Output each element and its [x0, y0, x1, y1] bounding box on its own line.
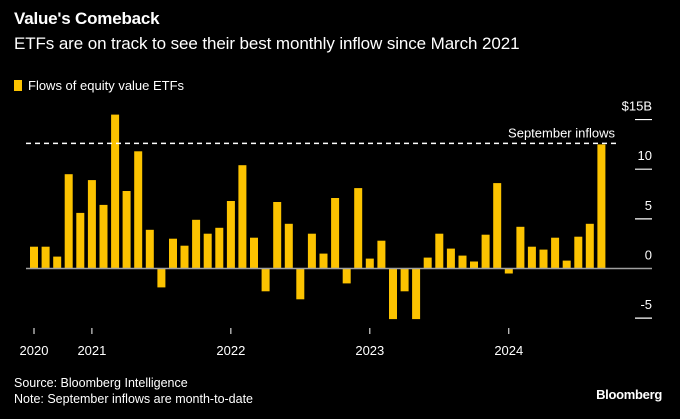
- bar-nov-2023: [481, 234, 490, 269]
- bar-apr-2023: [400, 268, 409, 292]
- source-text: Source: Bloomberg Intelligence: [14, 376, 188, 390]
- bar-may-2023: [412, 268, 421, 320]
- bar-jan-2021: [87, 180, 96, 269]
- x-tick-label: 2022: [216, 343, 245, 358]
- chart-subtitle: ETFs are on track to see their best mont…: [14, 34, 520, 53]
- chart-title: Value's Comeback: [14, 9, 160, 28]
- bar-jul-2023: [435, 233, 444, 269]
- bar-sep-2023: [458, 255, 467, 269]
- bar-jun-2023: [423, 257, 432, 269]
- bar-mar-2021: [111, 114, 120, 269]
- bar-jul-2024: [574, 236, 583, 269]
- source-notes: Source: Bloomberg Intelligence Note: Sep…: [14, 375, 253, 407]
- bar-apr-2024: [539, 249, 548, 269]
- x-tick-label: 2021: [77, 343, 106, 358]
- bar-aug-2023: [446, 248, 455, 269]
- y-tick-label: 5: [645, 198, 652, 213]
- bar-feb-2023: [377, 240, 386, 269]
- bar-oct-2020: [53, 256, 62, 269]
- bar-may-2021: [134, 151, 143, 269]
- bar-dec-2020: [76, 212, 85, 269]
- y-tick-label: 10: [638, 148, 652, 163]
- bar-sep-2024: [597, 144, 606, 269]
- bar-aug-2021: [169, 238, 177, 269]
- bar-dec-2022: [354, 188, 363, 269]
- bar-feb-2024: [516, 226, 525, 269]
- bar-jan-2024: [504, 268, 513, 274]
- bar-may-2024: [551, 237, 560, 269]
- bar-mar-2022: [250, 237, 258, 269]
- bar-dec-2021: [215, 227, 224, 269]
- bar-jul-2022: [296, 268, 305, 300]
- x-axis: 2020 2021 2022 2023 2024: [20, 328, 523, 358]
- bar-jan-2023: [365, 258, 374, 269]
- bar-nov-2020: [64, 174, 73, 269]
- bar-jul-2021: [157, 268, 166, 288]
- y-tick-label: 0: [645, 248, 652, 263]
- legend: Flows of equity value ETFs: [14, 78, 184, 93]
- legend-label: Flows of equity value ETFs: [28, 78, 185, 93]
- bars-group: [30, 114, 606, 320]
- y-tick-label: $15B: [622, 99, 652, 114]
- note-text: Note: September inflows are month-to-dat…: [14, 392, 254, 406]
- bar-aug-2024: [585, 223, 594, 269]
- bar-jan-2022: [226, 201, 235, 269]
- bar-jun-2022: [284, 223, 293, 269]
- x-tick-label: 2024: [494, 343, 523, 358]
- bar-oct-2023: [470, 261, 478, 269]
- bar-may-2022: [273, 202, 282, 269]
- bar-apr-2021: [122, 191, 131, 269]
- bar-dec-2023: [493, 183, 502, 269]
- bar-apr-2022: [261, 268, 270, 292]
- bar-mar-2023: [389, 268, 397, 320]
- bar-jun-2021: [145, 229, 154, 269]
- bar-sep-2021: [180, 245, 189, 269]
- legend-swatch-icon: [14, 80, 22, 91]
- bar-mar-2024: [527, 246, 536, 269]
- bar-oct-2022: [331, 198, 340, 269]
- bar-feb-2022: [238, 165, 247, 269]
- bar-nov-2022: [342, 268, 351, 284]
- bar-aug-2022: [307, 233, 316, 269]
- bar-sep-2022: [319, 253, 328, 269]
- bloomberg-logo: Bloomberg: [596, 387, 662, 402]
- september-inflows-label: September inflows: [508, 125, 615, 140]
- bar-oct-2021: [192, 219, 201, 269]
- bar-aug-2020: [30, 246, 38, 269]
- bar-nov-2021: [203, 233, 212, 269]
- x-tick-label: 2023: [355, 343, 384, 358]
- bar-feb-2021: [99, 204, 108, 269]
- y-tick-label: -5: [640, 297, 652, 312]
- x-tick-label: 2020: [20, 343, 49, 358]
- bar-jun-2024: [562, 260, 571, 269]
- bar-sep-2020: [41, 246, 50, 269]
- y-axis: $15B 10 5 0 -5: [622, 99, 652, 319]
